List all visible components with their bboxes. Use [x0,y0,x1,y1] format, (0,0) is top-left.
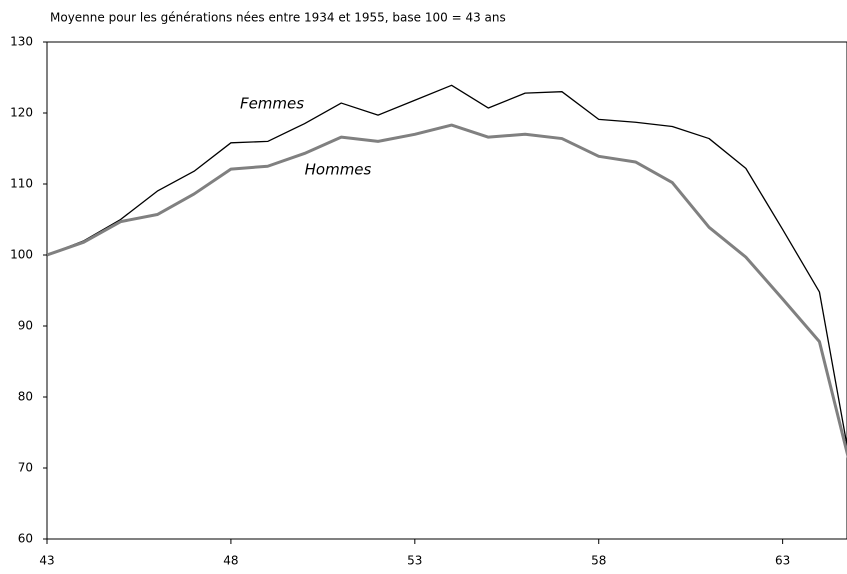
y-tick-label: 90 [18,319,33,333]
series-line [47,84,847,449]
x-tick-label: 58 [591,554,606,568]
y-tick-label: 60 [18,532,33,546]
x-tick-label: 43 [39,554,54,568]
series-label: Femmes [240,95,304,113]
y-tick-label: 130 [10,35,33,49]
y-tick-label: 120 [10,106,33,120]
y-tick-label: 70 [18,461,33,475]
x-tick-label: 63 [775,554,790,568]
y-tick-label: 110 [10,177,33,191]
series-line [47,123,847,459]
x-tick-label: 48 [223,554,238,568]
x-tick-label: 53 [407,554,422,568]
plot-area [47,84,847,459]
series-label: Hommes [305,161,372,179]
plot-frame [46,41,847,540]
y-tick-label: 80 [18,390,33,404]
y-tick-label: 100 [10,248,33,262]
chart-title: Moyenne pour les générations nées entre … [50,11,506,25]
